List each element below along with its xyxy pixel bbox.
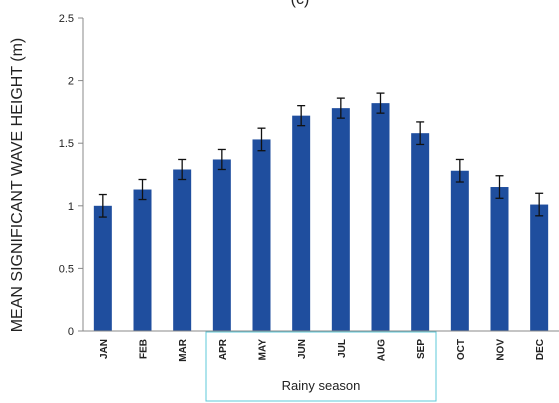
y-tick-label: 0 — [68, 326, 74, 338]
y-axis-title: MEAN SIGNIFICANT WAVE HEIGHT (m) — [9, 38, 26, 333]
x-tick-label: JUN — [297, 339, 308, 359]
error-bar-apr — [217, 148, 226, 171]
error-bar-sep — [416, 121, 425, 146]
x-tick-label: FEB — [139, 339, 150, 359]
x-tick-label: DEC — [535, 339, 546, 360]
bar-nov — [490, 187, 509, 331]
x-tick-label: APR — [218, 338, 229, 360]
x-tick-label: AUG — [377, 339, 388, 361]
bar-feb — [133, 189, 152, 331]
error-bar-jul — [336, 97, 345, 119]
x-tick-label: MAR — [178, 338, 189, 362]
error-bar-feb — [138, 178, 147, 201]
chart-title: (c) — [291, 0, 310, 8]
error-bar-nov — [495, 175, 504, 199]
error-bar-mar — [178, 158, 187, 181]
error-bar-oct — [455, 158, 464, 183]
y-tick-label: 0.5 — [59, 263, 74, 275]
bar-jun — [292, 115, 311, 331]
x-tick-label: OCT — [456, 339, 467, 360]
y-tick-label: 2 — [68, 76, 74, 88]
y-tick-label: 1.5 — [59, 138, 74, 150]
rainy-season-box — [205, 331, 437, 402]
error-bar-dec — [535, 192, 544, 217]
rainy-season-label: Rainy season — [282, 378, 361, 393]
y-tick-label: 2.5 — [59, 13, 74, 25]
bar-may — [252, 139, 271, 331]
x-tick-label: MAY — [258, 339, 269, 361]
error-bar-aug — [376, 92, 385, 114]
bar-jul — [331, 108, 350, 331]
bar-apr — [212, 159, 231, 331]
bar-jan — [93, 205, 112, 331]
x-tick-label: SEP — [416, 339, 427, 359]
bar-sep — [411, 133, 430, 331]
error-bar-jan — [98, 193, 107, 218]
bar-dec — [530, 204, 549, 331]
bar-aug — [371, 103, 390, 331]
x-tick-label: JUL — [337, 339, 348, 358]
bar-oct — [450, 170, 469, 331]
error-bar-jun — [297, 104, 306, 127]
x-tick-label: JAN — [99, 339, 110, 359]
x-tick-label: NOV — [496, 339, 507, 361]
error-bar-may — [257, 127, 266, 152]
y-tick-label: 1 — [68, 201, 74, 213]
bar-mar — [173, 169, 192, 331]
